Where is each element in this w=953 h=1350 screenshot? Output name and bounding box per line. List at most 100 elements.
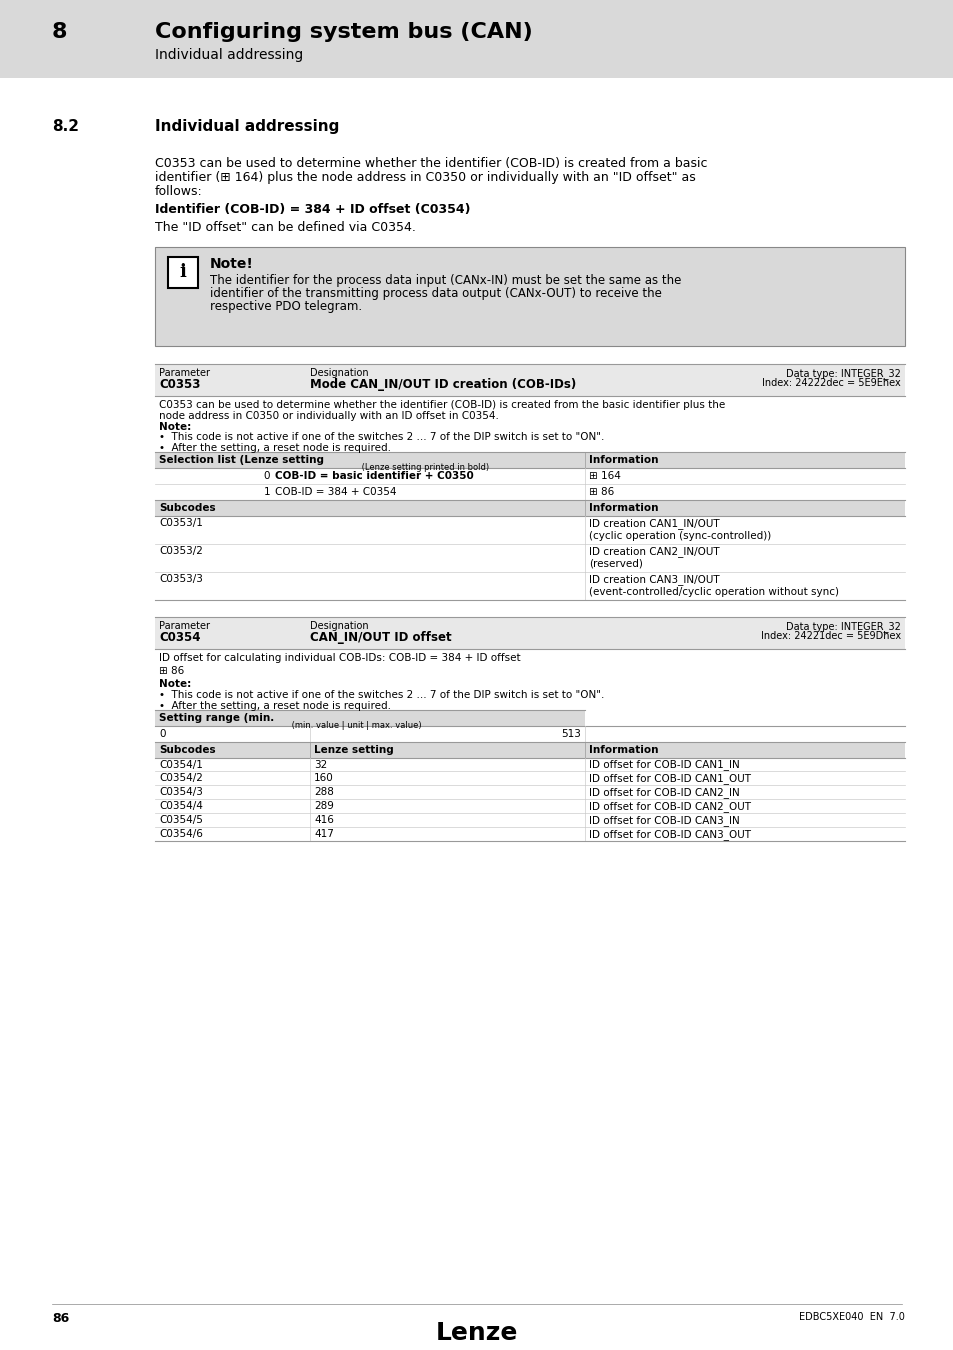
Text: ID offset for calculating individual COB-IDs: COB-ID = 384 + ID offset: ID offset for calculating individual COB…	[159, 653, 520, 663]
Text: •  This code is not active if one of the switches 2 ... 7 of the DIP switch is s: • This code is not active if one of the …	[159, 690, 604, 699]
Text: •  After the setting, a reset node is required.: • After the setting, a reset node is req…	[159, 701, 391, 711]
Text: COB-ID = basic identifier + C0350: COB-ID = basic identifier + C0350	[274, 471, 474, 481]
Text: Parameter: Parameter	[159, 621, 210, 632]
Text: (cyclic operation (sync-controlled)): (cyclic operation (sync-controlled))	[588, 531, 770, 541]
Text: ID offset for COB-ID CAN2_IN: ID offset for COB-ID CAN2_IN	[588, 787, 739, 798]
Text: Information: Information	[588, 504, 658, 513]
Text: CAN_IN/OUT ID offset: CAN_IN/OUT ID offset	[310, 632, 451, 644]
Text: Mode CAN_IN/OUT ID creation (COB-IDs): Mode CAN_IN/OUT ID creation (COB-IDs)	[310, 378, 576, 390]
Text: C0353: C0353	[159, 378, 200, 390]
Bar	[154, 617, 904, 649]
Text: C0354/2: C0354/2	[159, 774, 203, 783]
Text: (reserved): (reserved)	[588, 559, 642, 568]
Text: Selection list (Lenze setting: Selection list (Lenze setting	[159, 455, 327, 466]
Bar	[168, 256, 198, 289]
Text: ⊞ 86: ⊞ 86	[588, 487, 614, 497]
Text: Index: 24222dec = 5E9Ehex: Index: 24222dec = 5E9Ehex	[761, 378, 900, 387]
Bar	[154, 364, 904, 396]
Bar	[154, 452, 904, 468]
Text: 8: 8	[52, 22, 68, 42]
Text: The "ID offset" can be defined via C0354.: The "ID offset" can be defined via C0354…	[154, 220, 416, 234]
Bar	[154, 710, 584, 726]
Bar	[154, 247, 904, 346]
Text: ID offset for COB-ID CAN1_OUT: ID offset for COB-ID CAN1_OUT	[588, 774, 750, 784]
Text: Note:: Note:	[159, 679, 191, 688]
Bar	[154, 247, 904, 346]
Text: ID offset for COB-ID CAN3_OUT: ID offset for COB-ID CAN3_OUT	[588, 829, 750, 840]
Text: 1: 1	[263, 487, 270, 497]
Text: node address in C0350 or individually with an ID offset in C0354.: node address in C0350 or individually wi…	[159, 410, 498, 421]
Text: •  After the setting, a reset node is required.: • After the setting, a reset node is req…	[159, 443, 391, 454]
Text: Setting range (min.: Setting range (min.	[159, 713, 277, 722]
Text: follows:: follows:	[154, 185, 203, 198]
Bar	[154, 500, 904, 516]
Text: 417: 417	[314, 829, 334, 840]
Bar	[154, 799, 904, 813]
Bar	[154, 485, 904, 500]
Text: Information: Information	[588, 455, 658, 466]
Bar	[154, 757, 904, 771]
Text: Individual addressing: Individual addressing	[154, 119, 339, 134]
Text: 8.2: 8.2	[52, 119, 79, 134]
Text: ID offset for COB-ID CAN1_IN: ID offset for COB-ID CAN1_IN	[588, 760, 739, 771]
Text: C0353/3: C0353/3	[159, 574, 203, 583]
Bar	[0, 0, 953, 77]
Text: Note:: Note:	[159, 421, 191, 432]
Text: Lenze: Lenze	[436, 1322, 517, 1346]
Text: C0353 can be used to determine whether the identifier (COB-ID) is created from t: C0353 can be used to determine whether t…	[159, 400, 724, 409]
Text: Index: 24221dec = 5E9Dhex: Index: 24221dec = 5E9Dhex	[760, 632, 900, 641]
Text: 289: 289	[314, 802, 334, 811]
Text: Identifier (COB-ID) = 384 + ID offset (C0354): Identifier (COB-ID) = 384 + ID offset (C…	[154, 202, 470, 216]
Bar	[154, 786, 904, 799]
Text: C0354/3: C0354/3	[159, 787, 203, 798]
Bar	[154, 726, 904, 741]
Text: i: i	[179, 263, 186, 281]
Text: Data type: INTEGER_32: Data type: INTEGER_32	[785, 367, 900, 379]
Bar	[154, 741, 904, 757]
Text: ⊞ 164: ⊞ 164	[588, 471, 620, 481]
Text: 0: 0	[263, 471, 270, 481]
Text: 513: 513	[560, 729, 580, 738]
Text: C0354/6: C0354/6	[159, 829, 203, 840]
Text: 416: 416	[314, 815, 334, 825]
Text: Information: Information	[588, 745, 658, 755]
Text: C0353 can be used to determine whether the identifier (COB-ID) is created from a: C0353 can be used to determine whether t…	[154, 157, 707, 170]
Text: ⊞ 86: ⊞ 86	[159, 666, 184, 676]
Text: (Lenze setting printed in bold): (Lenze setting printed in bold)	[358, 463, 489, 472]
Bar	[154, 544, 904, 571]
Bar	[154, 468, 904, 485]
Text: identifier of the transmitting process data output (CANx-OUT) to receive the: identifier of the transmitting process d…	[210, 288, 661, 300]
Text: identifier (⊞ 164) plus the node address in C0350 or individually with an "ID of: identifier (⊞ 164) plus the node address…	[154, 171, 695, 184]
Text: 86: 86	[52, 1312, 70, 1326]
Bar	[154, 813, 904, 828]
Text: Designation: Designation	[310, 621, 368, 632]
Bar	[154, 571, 904, 599]
Text: 288: 288	[314, 787, 334, 798]
Text: C0354: C0354	[159, 632, 200, 644]
Bar	[154, 771, 904, 786]
Text: Subcodes: Subcodes	[159, 504, 215, 513]
Text: ID creation CAN2_IN/OUT: ID creation CAN2_IN/OUT	[588, 545, 719, 556]
Text: Configuring system bus (CAN): Configuring system bus (CAN)	[154, 22, 532, 42]
Bar	[154, 828, 904, 841]
Text: Data type: INTEGER_32: Data type: INTEGER_32	[785, 621, 900, 632]
Text: Subcodes: Subcodes	[159, 745, 215, 755]
Text: Lenze setting: Lenze setting	[314, 745, 394, 755]
Bar	[154, 516, 904, 544]
Text: C0353/2: C0353/2	[159, 545, 203, 556]
Text: ID offset for COB-ID CAN2_OUT: ID offset for COB-ID CAN2_OUT	[588, 802, 750, 813]
Text: •  This code is not active if one of the switches 2 ... 7 of the DIP switch is s: • This code is not active if one of the …	[159, 432, 604, 443]
Text: 32: 32	[314, 760, 327, 770]
Text: (min. value | unit | max. value): (min. value | unit | max. value)	[289, 721, 421, 730]
Text: ID creation CAN1_IN/OUT: ID creation CAN1_IN/OUT	[588, 518, 719, 529]
Text: C0353/1: C0353/1	[159, 518, 203, 528]
Text: The identifier for the process data input (CANx-IN) must be set the same as the: The identifier for the process data inpu…	[210, 274, 680, 288]
Text: Parameter: Parameter	[159, 367, 210, 378]
Text: 160: 160	[314, 774, 334, 783]
Text: 0: 0	[159, 729, 165, 738]
Text: EDBC5XE040  EN  7.0: EDBC5XE040 EN 7.0	[799, 1312, 904, 1323]
Text: Individual addressing: Individual addressing	[154, 47, 303, 62]
Text: COB-ID = 384 + C0354: COB-ID = 384 + C0354	[274, 487, 396, 497]
Text: Designation: Designation	[310, 367, 368, 378]
Text: Note!: Note!	[210, 256, 253, 270]
